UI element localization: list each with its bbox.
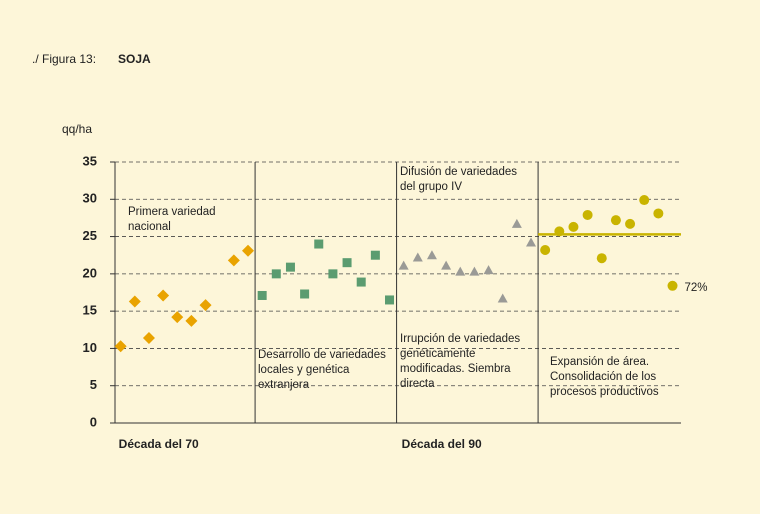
period-label: Década del 70 xyxy=(119,437,199,451)
y-tick-label: 15 xyxy=(83,303,97,318)
point xyxy=(300,289,310,299)
point xyxy=(610,215,621,226)
point xyxy=(314,239,324,249)
y-tick-label: 10 xyxy=(83,340,97,355)
chart-title: SOJA xyxy=(118,52,151,66)
annotation: modificadas. Siembra xyxy=(400,363,511,375)
point xyxy=(596,253,607,264)
annotation: Desarrollo de variedades xyxy=(258,349,386,361)
point xyxy=(526,237,537,247)
point xyxy=(114,340,127,353)
point xyxy=(285,262,295,272)
point xyxy=(128,295,141,308)
point xyxy=(455,266,466,276)
period-label: Década del 90 xyxy=(402,437,482,451)
y-tick-label: 0 xyxy=(90,414,97,429)
point xyxy=(568,221,579,232)
point xyxy=(639,195,650,206)
annotation: nacional xyxy=(128,221,171,233)
point xyxy=(356,277,366,287)
y-tick-label: 35 xyxy=(83,153,97,168)
point xyxy=(185,314,198,327)
point xyxy=(328,269,338,279)
point xyxy=(582,209,593,220)
point xyxy=(257,290,267,300)
point xyxy=(199,299,212,312)
point xyxy=(554,226,565,237)
y-tick-label: 20 xyxy=(83,265,97,280)
annotation: Irrupción de variedades xyxy=(400,333,520,345)
point xyxy=(469,266,480,276)
point-label: 72% xyxy=(685,282,708,294)
annotation: Difusión de variedades xyxy=(400,166,517,178)
point xyxy=(483,265,494,275)
annotation: Primera variedad xyxy=(128,206,216,218)
point xyxy=(441,260,452,270)
y-tick-label: 5 xyxy=(90,377,97,392)
point xyxy=(426,250,437,260)
point xyxy=(242,244,255,257)
point xyxy=(511,218,522,228)
point xyxy=(342,258,352,268)
point xyxy=(385,295,395,305)
point xyxy=(142,331,155,344)
point xyxy=(625,218,636,229)
point xyxy=(227,254,240,267)
point xyxy=(497,293,508,303)
point xyxy=(370,250,380,260)
y-axis-label: qq/ha xyxy=(62,122,92,136)
annotation: genéticamente xyxy=(400,348,475,360)
annotation: Expansión de área. xyxy=(550,356,649,368)
chart-title-prefix: ./ Figura 13: xyxy=(32,52,96,66)
point xyxy=(271,269,281,279)
point xyxy=(171,311,184,324)
point xyxy=(540,244,551,255)
point xyxy=(667,280,678,291)
annotation: locales y genética xyxy=(258,364,350,376)
annotation: extranjera xyxy=(258,379,310,391)
annotation: directa xyxy=(400,378,435,390)
y-tick-label: 25 xyxy=(83,228,97,243)
point xyxy=(412,252,423,262)
annotation: del grupo IV xyxy=(400,181,462,193)
point xyxy=(157,289,170,302)
annotation: Consolidación de los xyxy=(550,371,656,383)
point xyxy=(653,208,664,219)
annotation: procesos productivos xyxy=(550,386,659,398)
y-tick-label: 30 xyxy=(83,191,97,206)
point xyxy=(398,260,409,270)
